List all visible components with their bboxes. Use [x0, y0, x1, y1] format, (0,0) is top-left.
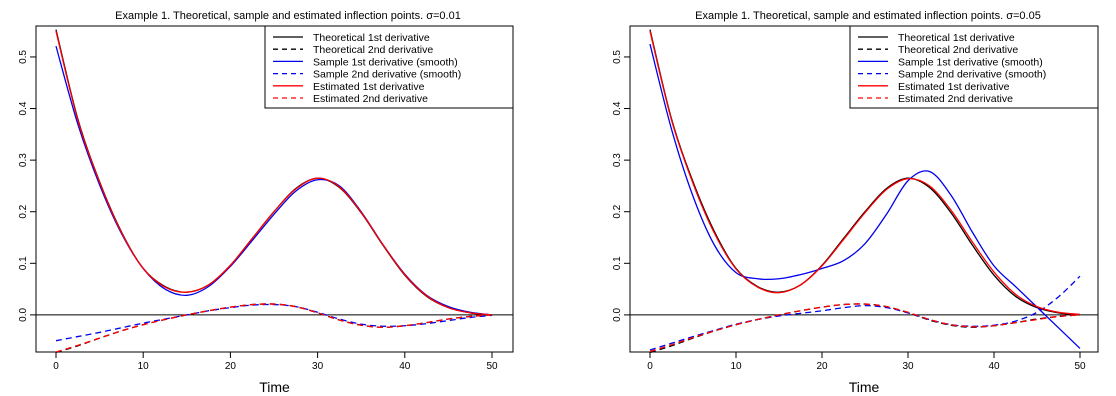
legend-entry-1: Theoretical 1st derivative — [313, 32, 430, 44]
y-tick-label: 0.5 — [18, 50, 29, 64]
legend-entry-5: Estimated 1st derivative — [898, 81, 1010, 93]
y-tick-label: 0.3 — [18, 153, 29, 167]
legend-entry-3: Sample 1st derivative (smooth) — [313, 56, 458, 68]
x-tick-label: 0 — [53, 361, 59, 372]
x-tick-label: 40 — [988, 361, 1000, 372]
chart-panel-1: Example 1. Theoretical, sample and estim… — [18, 10, 514, 395]
legend-entry-4: Sample 2nd derivative (smooth) — [898, 69, 1046, 81]
x-tick-label: 0 — [647, 361, 653, 372]
x-tick-label: 40 — [399, 361, 411, 372]
legend-entry-2: Theoretical 2nd derivative — [898, 44, 1018, 56]
y-tick-label: 0.4 — [612, 101, 623, 115]
x-tick-label: 10 — [730, 361, 742, 372]
x-tick-label: 30 — [312, 361, 324, 372]
series-line-6 — [55, 303, 493, 353]
series-line-1 — [649, 29, 1081, 316]
x-axis-label: Time — [849, 379, 880, 395]
y-tick-label: 0.2 — [612, 204, 623, 218]
chart-panel-2: Example 1. Theoretical, sample and estim… — [612, 10, 1099, 395]
series-line-3 — [649, 43, 1081, 349]
y-tick-label: 0.4 — [18, 101, 29, 115]
y-tick-label: 0.3 — [612, 153, 623, 167]
y-tick-label: 0.1 — [18, 256, 29, 270]
legend-entry-6: Estimated 2nd derivative — [898, 93, 1013, 105]
legend-entry-2: Theoretical 2nd derivative — [313, 44, 433, 56]
series-line-2 — [55, 303, 493, 354]
y-tick-label: 0.5 — [612, 50, 623, 64]
legend-entry-3: Sample 1st derivative (smooth) — [898, 56, 1043, 68]
legend-box — [849, 25, 1099, 109]
legend-entry-1: Theoretical 1st derivative — [898, 32, 1015, 44]
legend-entry-4: Sample 2nd derivative (smooth) — [313, 69, 461, 81]
x-tick-label: 20 — [816, 361, 828, 372]
y-tick-label: 0.0 — [18, 308, 29, 322]
legend-entry-6: Estimated 2nd derivative — [313, 93, 428, 105]
legend-entry-5: Estimated 1st derivative — [313, 81, 425, 93]
x-tick-label: 10 — [138, 361, 150, 372]
series-line-6 — [649, 303, 1081, 353]
legend-box — [264, 25, 514, 109]
x-axis-label: Time — [259, 379, 290, 395]
series-line-2 — [649, 303, 1081, 354]
chart-title: Example 1. Theoretical, sample and estim… — [695, 10, 1041, 22]
chart-title: Example 1. Theoretical, sample and estim… — [115, 10, 461, 22]
y-tick-label: 0.2 — [18, 204, 29, 218]
x-tick-label: 50 — [1074, 361, 1086, 372]
series-line-5 — [649, 31, 1081, 316]
y-tick-label: 0.0 — [612, 308, 623, 322]
series-line-5 — [55, 31, 493, 316]
x-tick-label: 30 — [902, 361, 914, 372]
x-tick-label: 20 — [225, 361, 237, 372]
x-tick-label: 50 — [486, 361, 498, 372]
y-tick-label: 0.1 — [612, 256, 623, 270]
